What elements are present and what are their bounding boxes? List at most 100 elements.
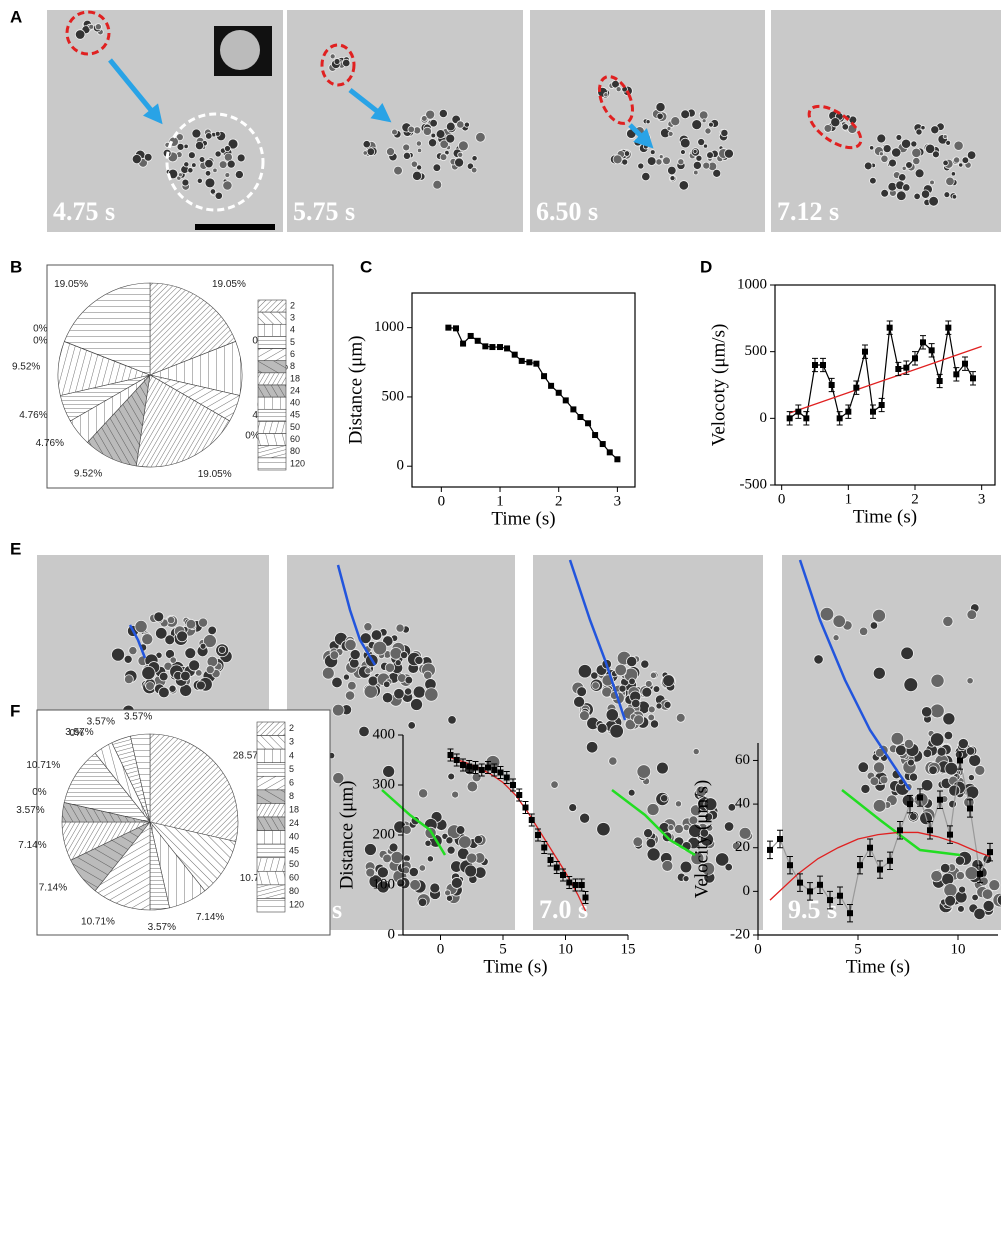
particle [438, 108, 448, 119]
particle [930, 125, 940, 135]
particle [988, 879, 1001, 892]
data-point [903, 364, 910, 371]
particle [704, 812, 714, 822]
particle [382, 765, 396, 778]
particle [445, 133, 456, 144]
legend-swatch [256, 870, 286, 886]
particle [466, 852, 478, 864]
particle [412, 685, 426, 699]
highlight-ring [65, 10, 111, 56]
particle [645, 119, 651, 125]
pie-slice [149, 282, 237, 376]
particle [663, 700, 672, 709]
particle [404, 675, 414, 685]
data-point [895, 366, 902, 372]
particle [704, 127, 712, 135]
particle [982, 899, 995, 912]
particle [968, 754, 982, 767]
x-tick-label: 5 [854, 941, 862, 957]
legend-label: 2 [290, 300, 295, 310]
particle [429, 118, 438, 128]
particle [996, 894, 1001, 906]
data-point [466, 763, 473, 770]
particle [418, 864, 427, 872]
particle [966, 677, 974, 685]
particle [439, 139, 449, 149]
particle [618, 684, 627, 693]
particle [920, 189, 931, 199]
highlight-ring [807, 104, 863, 150]
data-point [578, 882, 585, 888]
particle [936, 746, 947, 757]
particle [887, 181, 898, 192]
particle [376, 866, 389, 879]
particle [332, 772, 345, 785]
particle [626, 655, 638, 668]
data-point [827, 897, 833, 904]
particle [965, 746, 976, 756]
data-point [599, 441, 606, 448]
particle [701, 861, 716, 876]
data-point [460, 762, 466, 768]
x-tick-label: 3 [614, 493, 622, 509]
data-point [828, 382, 835, 388]
particle [410, 160, 418, 168]
particle [395, 623, 405, 633]
particle [943, 730, 954, 741]
particle [214, 130, 221, 137]
pie-slice [63, 282, 151, 376]
particle [872, 666, 886, 680]
legend-label: 6 [289, 777, 294, 787]
particle [185, 618, 197, 630]
particle [631, 698, 641, 709]
particle [349, 649, 361, 661]
fit-line [789, 345, 982, 414]
particle [415, 140, 422, 147]
particle [358, 725, 370, 738]
particle [692, 148, 698, 154]
particle [321, 666, 335, 680]
x-tick-label: 0 [778, 491, 786, 507]
particle [723, 148, 734, 159]
legend-label: 60 [290, 434, 300, 444]
data-point [807, 888, 813, 895]
particle [662, 674, 675, 687]
y-tick-label: 0 [760, 410, 768, 426]
particle [830, 117, 841, 128]
particle [667, 165, 677, 176]
legend-label: 40 [290, 398, 300, 408]
legend-swatch [257, 421, 287, 434]
particle [333, 58, 341, 65]
panel-label: F [10, 701, 20, 720]
data-point [927, 827, 933, 834]
particle [655, 158, 663, 166]
particle [898, 173, 907, 182]
x-axis-title: Time (s) [483, 956, 547, 977]
data-point [562, 397, 569, 404]
particle [646, 156, 657, 166]
particle [382, 853, 392, 864]
particle [432, 163, 442, 172]
panel-label: D [700, 257, 712, 276]
particle [643, 828, 653, 839]
particle [191, 162, 197, 168]
particle [212, 167, 218, 174]
data-point [511, 351, 518, 358]
y-tick-label: 1000 [737, 276, 767, 292]
particle [869, 621, 879, 630]
data-point [528, 817, 535, 823]
particle [410, 698, 423, 711]
particle [697, 138, 706, 146]
particle [981, 888, 994, 900]
slice-label: 0% [33, 323, 48, 334]
particle [195, 680, 206, 691]
data-point [977, 870, 983, 877]
particle [832, 614, 846, 628]
legend-swatch [256, 803, 286, 818]
particle [942, 134, 948, 140]
arrow [108, 58, 157, 117]
data-point [533, 360, 540, 367]
data-point [560, 872, 566, 878]
data-point [516, 792, 523, 798]
